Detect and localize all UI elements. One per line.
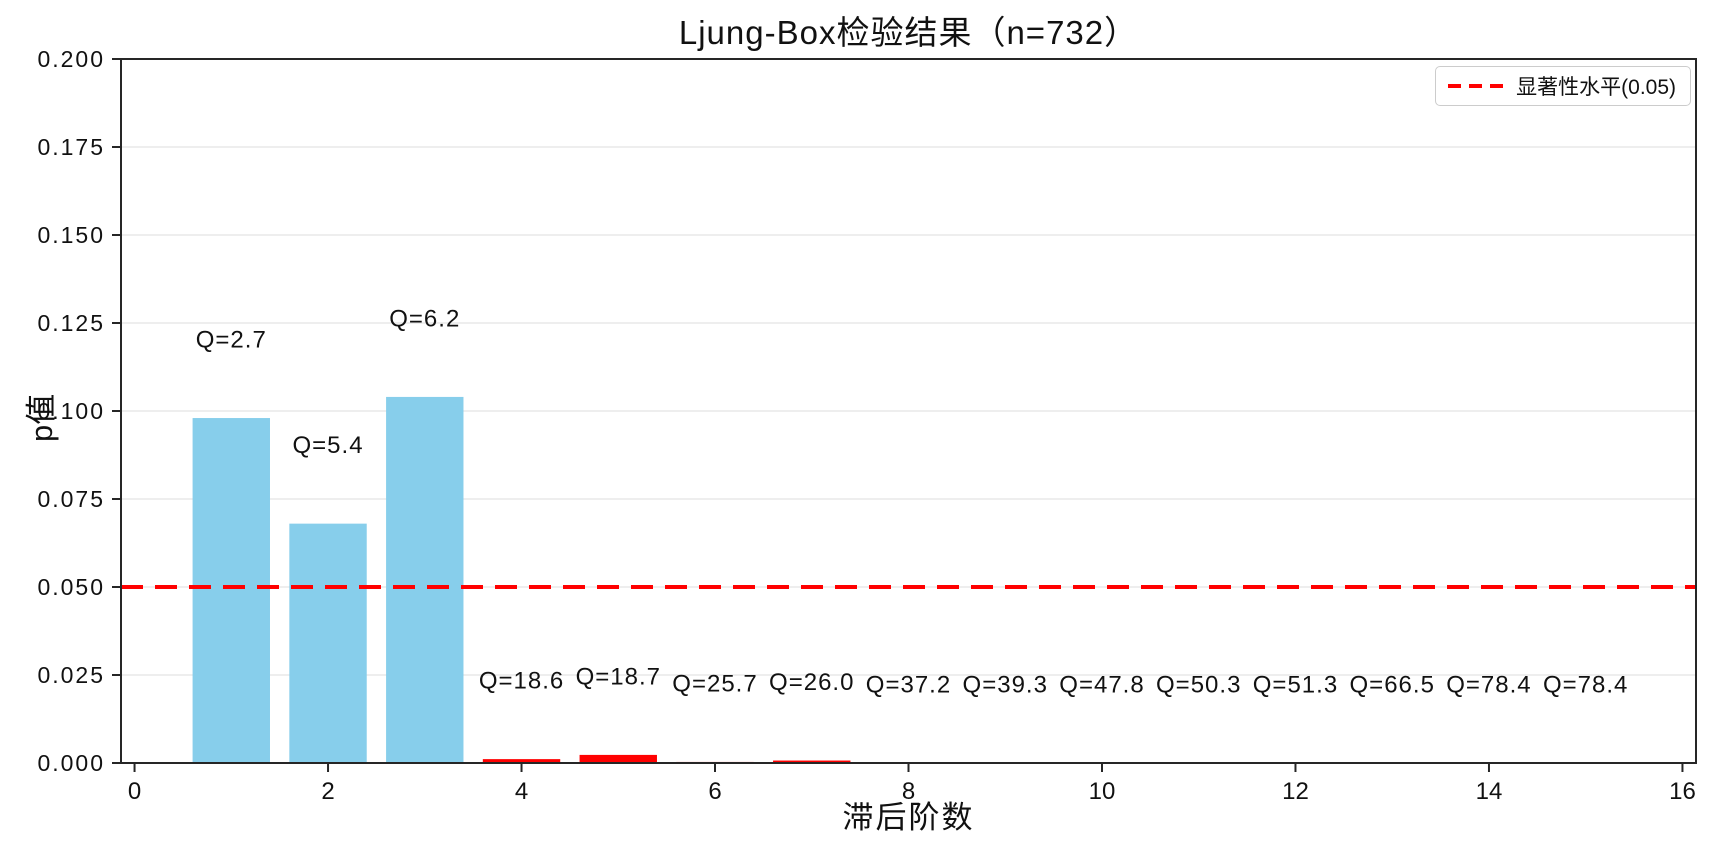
x-tick-label: 12 <box>1282 778 1309 805</box>
bar-lag-2 <box>289 523 367 763</box>
bar-lag-1 <box>192 418 270 763</box>
q-annotation-lag-7: Q=26.0 <box>769 669 854 696</box>
q-annotation-lag-14: Q=78.4 <box>1446 672 1531 699</box>
q-annotation-lag-13: Q=66.5 <box>1350 672 1435 699</box>
bar-lag-7 <box>773 760 851 763</box>
y-tick-label: 0.075 <box>37 486 105 512</box>
y-tick-label: 0.125 <box>37 310 105 336</box>
q-annotation-lag-8: Q=37.2 <box>866 672 951 699</box>
q-annotation-lag-6: Q=25.7 <box>672 671 757 698</box>
q-annotation-lag-2: Q=5.4 <box>293 432 364 459</box>
x-tick-label: 2 <box>321 778 334 805</box>
q-annotation-lag-11: Q=50.3 <box>1156 672 1241 699</box>
y-axis-label: p值 <box>24 393 59 442</box>
dashed-line-icon <box>1448 84 1505 88</box>
bar-lag-3 <box>386 396 464 763</box>
x-tick-label: 14 <box>1476 778 1503 805</box>
q-annotation-lag-4: Q=18.6 <box>479 668 564 695</box>
q-annotation-lag-5: Q=18.7 <box>576 664 661 691</box>
q-annotation-lag-9: Q=39.3 <box>963 672 1048 699</box>
y-tick-label: 0.100 <box>37 398 105 424</box>
x-tick-label: 10 <box>1089 778 1116 805</box>
q-annotation-lag-12: Q=51.3 <box>1253 672 1338 699</box>
bar-lag-5 <box>579 754 657 763</box>
legend: 显著性水平(0.05) <box>1435 66 1691 106</box>
x-tick-label: 6 <box>708 778 721 805</box>
y-tick-label: 0.050 <box>37 574 105 600</box>
y-tick-label: 0.150 <box>37 222 105 248</box>
y-tick-label: 0.025 <box>37 662 105 688</box>
x-axis-label: 滞后阶数 <box>842 800 975 835</box>
q-annotation-lag-1: Q=2.7 <box>196 327 267 354</box>
q-annotation-lag-10: Q=47.8 <box>1059 672 1144 699</box>
chart-title: Ljung-Box检验结果（n=732） <box>678 14 1139 51</box>
q-annotation-lag-3: Q=6.2 <box>389 306 460 333</box>
y-tick-label: 0.000 <box>37 750 105 776</box>
q-annotation-lag-15: Q=78.4 <box>1543 672 1628 699</box>
x-tick-label: 8 <box>902 778 915 805</box>
x-tick-label: 16 <box>1669 778 1696 805</box>
y-tick-label: 0.175 <box>37 134 105 160</box>
bar-lag-4 <box>482 759 561 763</box>
y-tick-label: 0.200 <box>37 46 105 72</box>
x-tick-label: 0 <box>128 778 141 805</box>
x-tick-label: 4 <box>515 778 528 805</box>
legend-label: 显著性水平(0.05) <box>1516 76 1676 99</box>
